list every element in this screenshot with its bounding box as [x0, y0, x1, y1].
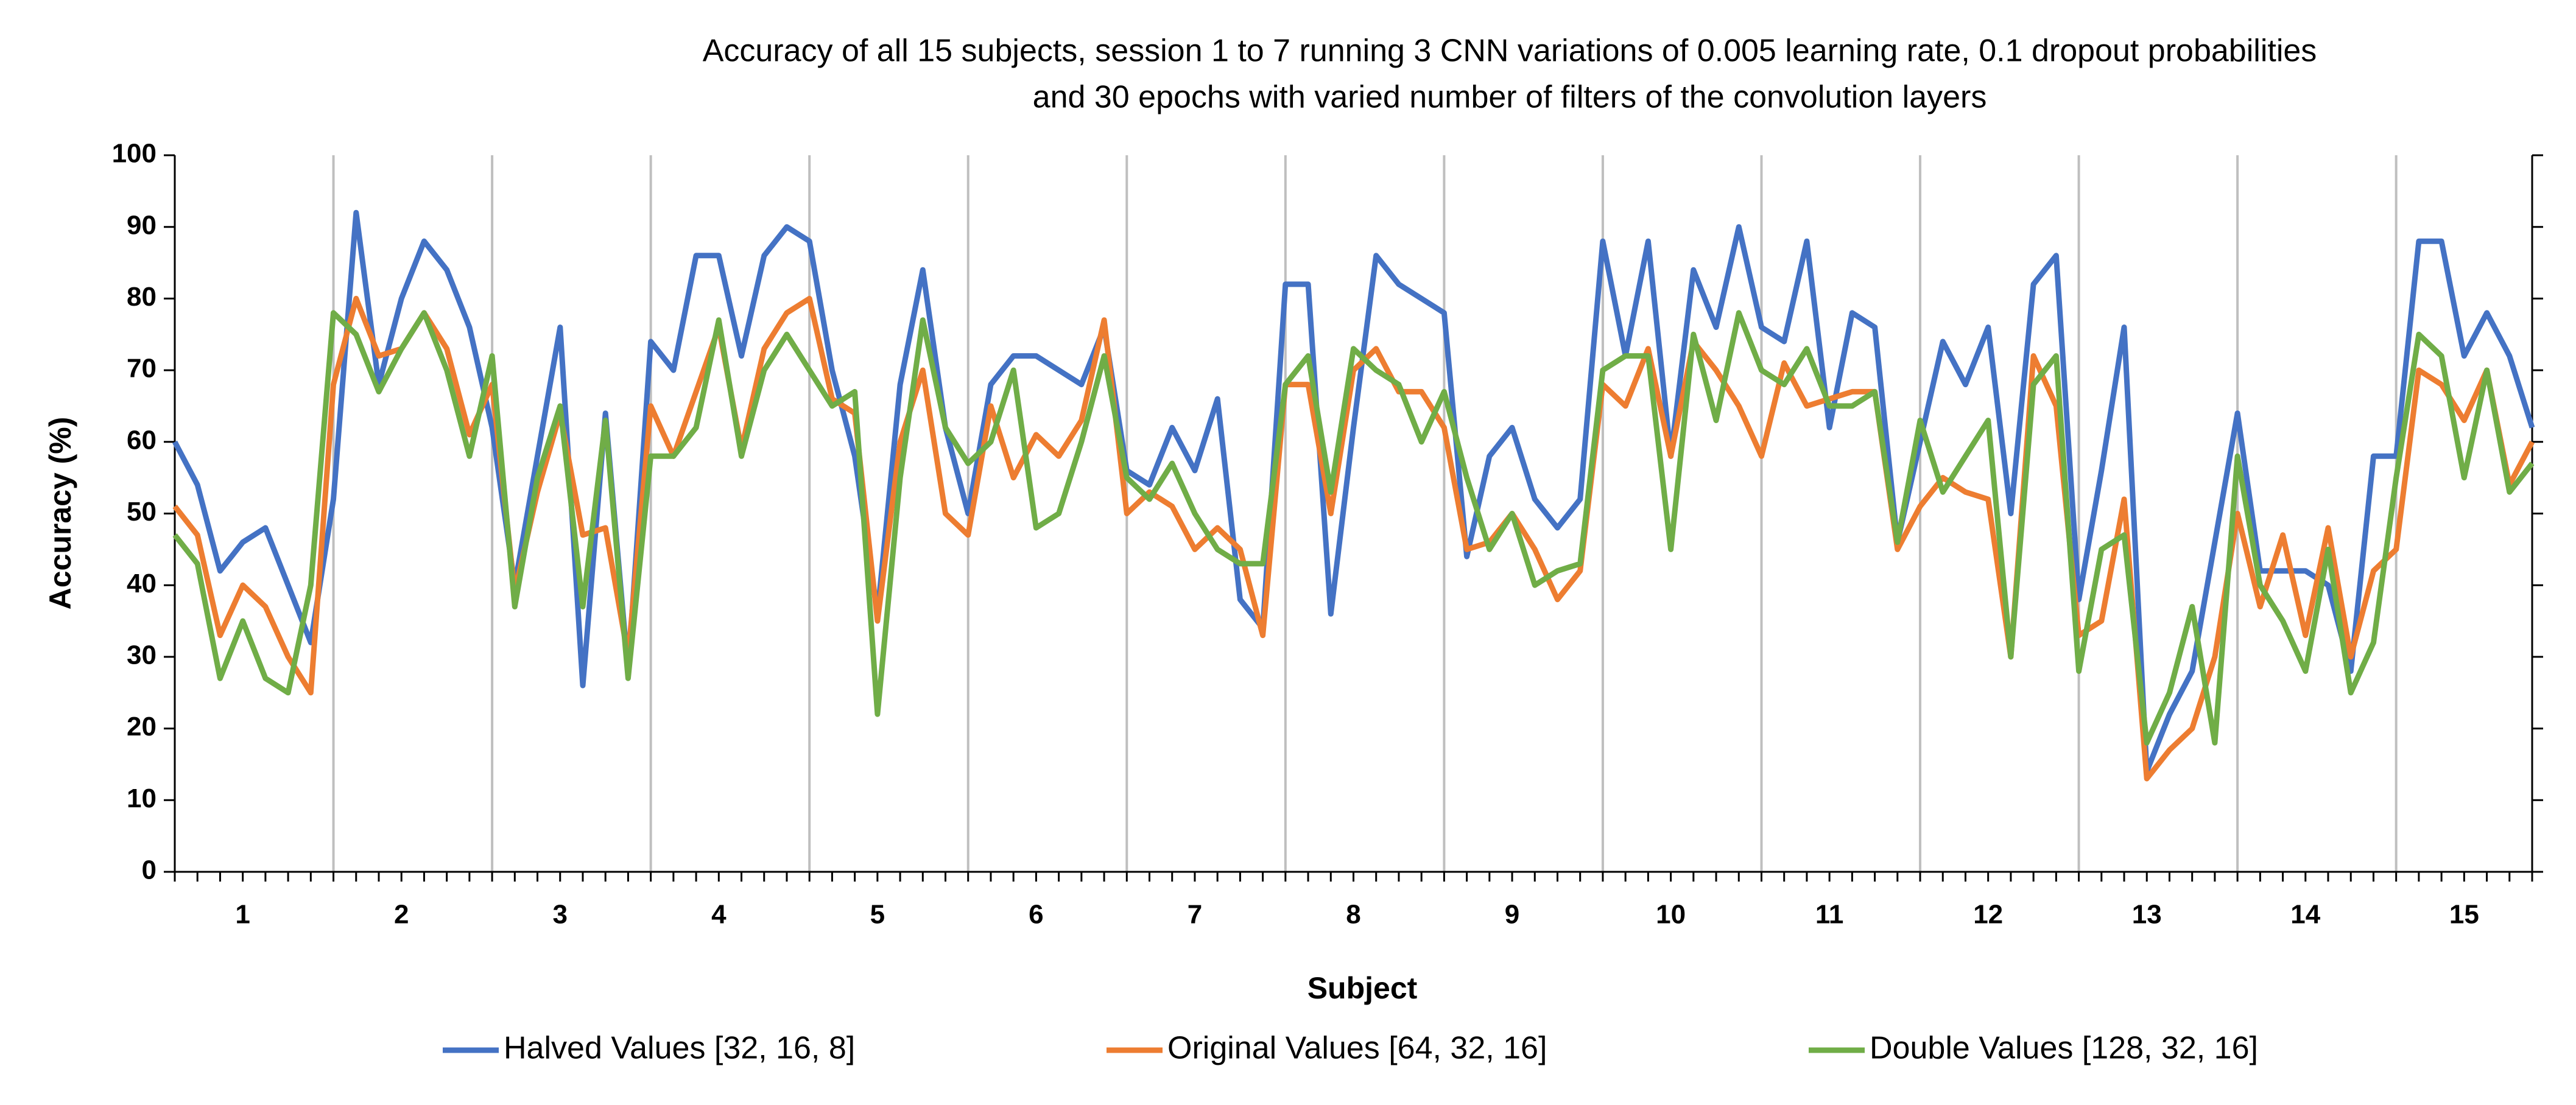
x-tick-label: 10: [1656, 900, 1686, 930]
y-axis-title: Accuracy (%): [43, 417, 77, 610]
x-tick-label: 5: [870, 900, 885, 930]
y-tick-label: 30: [127, 640, 157, 670]
legend-label: Original Values [64, 32, 16]: [1167, 1031, 1547, 1066]
y-tick-label: 50: [127, 497, 157, 527]
x-tick-label: 7: [1188, 900, 1202, 930]
y-tick-label: 40: [127, 569, 157, 598]
y-tick-label: 20: [127, 712, 157, 742]
y-tick-label: 80: [127, 282, 157, 312]
chart-title: Accuracy of all 15 subjects, session 1 t…: [703, 33, 2317, 69]
x-tick-label: 12: [1973, 900, 2003, 930]
x-tick-label: 2: [394, 900, 409, 930]
x-tick-label: 4: [711, 900, 727, 930]
y-tick-label: 10: [127, 784, 157, 813]
x-tick-label: 14: [2290, 900, 2320, 930]
y-tick-label: 90: [127, 210, 157, 240]
x-axis-title: Subject: [1307, 971, 1418, 1005]
legend-label: Double Values [128, 32, 16]: [1870, 1031, 2258, 1066]
x-tick-label: 15: [2449, 900, 2479, 930]
x-tick-label: 8: [1346, 900, 1360, 930]
x-tick-label: 11: [1815, 900, 1844, 930]
chart-title: and 30 epochs with varied number of filt…: [1033, 80, 1987, 115]
x-tick-label: 3: [553, 900, 568, 930]
x-tick-label: 6: [1029, 900, 1043, 930]
x-tick-label: 13: [2132, 900, 2162, 930]
x-tick-label: 1: [235, 900, 250, 930]
y-tick-label: 100: [112, 139, 157, 169]
series-line: [172, 310, 2535, 746]
series-line: [172, 209, 2535, 774]
y-tick-label: 70: [127, 354, 157, 384]
x-tick-label: 9: [1505, 900, 1519, 930]
y-tick-label: 0: [142, 855, 157, 885]
y-tick-label: 60: [127, 425, 157, 455]
legend-label: Halved Values [32, 16, 8]: [504, 1031, 855, 1066]
